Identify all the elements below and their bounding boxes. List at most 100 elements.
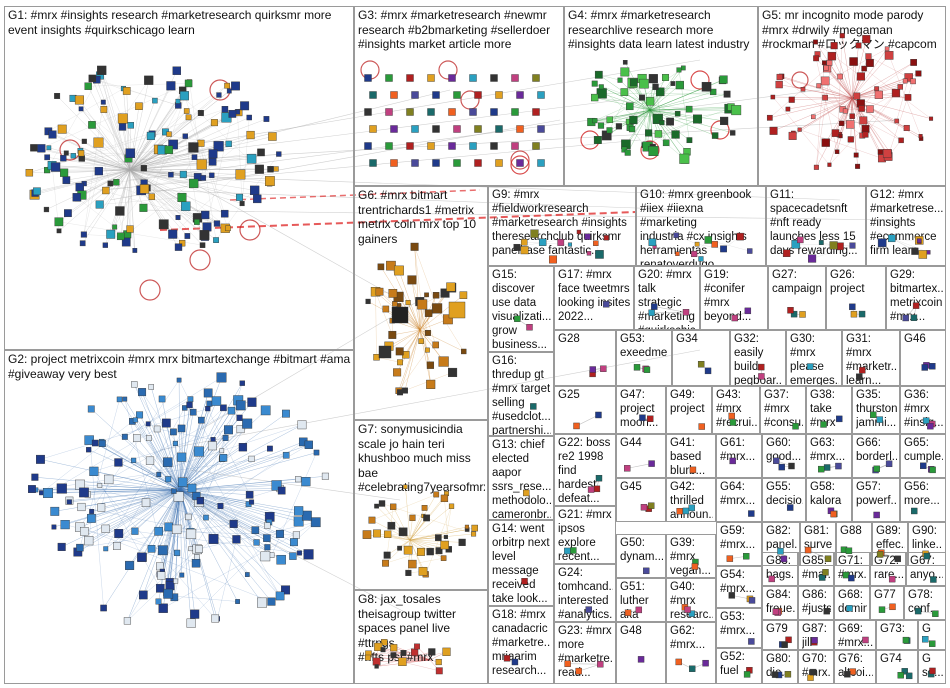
g4-node: [723, 90, 731, 98]
g9-node: [586, 251, 592, 256]
g5-node: [866, 105, 874, 113]
g1-node: [168, 139, 178, 150]
g1-node: [100, 106, 108, 113]
group-label-g53: G53: exeedme: [620, 333, 668, 359]
g7-node: [408, 559, 417, 569]
g5-edge: [825, 80, 853, 99]
group-label-g28: G28: [558, 333, 580, 345]
g1-edge: [186, 85, 228, 112]
g2-edge: [53, 489, 181, 528]
g1-node: [148, 193, 155, 200]
g2-node: [57, 542, 66, 551]
g4-node: [679, 153, 690, 164]
g5-node: [897, 84, 903, 90]
g9-node: [520, 246, 529, 255]
g5-edge: [863, 120, 902, 141]
g4-edge: [601, 86, 651, 111]
g4-self-loop: [640, 140, 660, 160]
small-group-node: [790, 310, 798, 318]
g2-node: [244, 572, 250, 577]
g4-node: [670, 81, 676, 86]
g1-node: [140, 165, 147, 172]
g2-node: [188, 546, 193, 552]
g2-edge: [159, 489, 181, 575]
g5-edge: [793, 97, 853, 134]
g2-edge: [83, 489, 181, 493]
g2-node: [104, 474, 114, 485]
g7-node: [409, 514, 416, 521]
g5-node: [884, 51, 894, 60]
g1-edge: [129, 111, 238, 171]
g5-edge: [851, 97, 932, 119]
g6-edge: [390, 265, 421, 331]
g2-edge: [132, 421, 181, 491]
g1-node: [121, 237, 131, 247]
g6-node: [388, 288, 398, 298]
g6-node: [377, 263, 385, 271]
g2-edge: [179, 489, 282, 491]
g2-edge: [79, 484, 256, 531]
g2-node: [207, 441, 217, 451]
small-group-node: [858, 310, 866, 318]
small-group-node: [799, 311, 806, 318]
g2-node: [193, 446, 204, 457]
group-cell-g23: G23: #mrx more #marketre... read...: [554, 622, 616, 684]
g1-edge: [129, 135, 152, 171]
g1-node: [164, 145, 174, 154]
g1-node: [166, 81, 176, 91]
g1-edge: [129, 90, 183, 171]
g5-self-loop: [791, 71, 809, 89]
g2-node: [113, 542, 121, 550]
g4-edge: [601, 93, 651, 111]
g5-edge: [826, 68, 853, 99]
g1-edge: [129, 152, 262, 171]
group-cell-g53: G53: exeedme: [616, 330, 672, 386]
group-label-g53b: G53: #mrx...: [720, 611, 756, 637]
small-group-node: [848, 574, 855, 582]
g6-node: [424, 309, 433, 317]
group-cell-g81: G81: surve...: [800, 522, 836, 566]
g2-node: [148, 384, 154, 390]
g2-node: [190, 609, 200, 619]
g2-node: [138, 590, 148, 600]
g2-node: [79, 487, 89, 498]
group-label-g32: G32: easily build pegboar...: [734, 333, 783, 386]
g3-node: [385, 142, 393, 150]
g1-node: [235, 169, 246, 180]
g2-node: [275, 591, 285, 601]
small-group-node: [585, 606, 592, 613]
g9-edge: [542, 236, 588, 243]
g6-node: [394, 265, 404, 276]
g1-edge: [83, 102, 104, 235]
g7-node: [378, 500, 386, 507]
group-cell-g35: G35: thurston jammi...: [852, 386, 900, 434]
g6-edge: [420, 295, 437, 342]
g2-node: [153, 425, 161, 433]
g2-edge: [163, 522, 316, 609]
g4-node: [666, 117, 674, 126]
g1-node: [202, 222, 212, 232]
g4-node: [686, 137, 693, 144]
g3-node: [490, 74, 498, 82]
g2-node: [138, 388, 147, 397]
g4-node: [606, 127, 613, 134]
g3-node: [406, 74, 414, 82]
g2-edge: [119, 399, 181, 491]
g3-node: [427, 108, 435, 116]
g2-edge: [179, 428, 241, 491]
g5-edge: [799, 97, 853, 130]
g1-node: [54, 217, 64, 227]
small-group-node: [697, 361, 705, 368]
g1-edge: [80, 108, 131, 171]
g2-edge: [198, 451, 281, 597]
g2-edge: [77, 489, 181, 553]
g4-node: [676, 67, 682, 73]
g2-edge: [127, 423, 248, 621]
g2-edge: [179, 489, 248, 575]
group-label-g6: G6: #mrx bitmart trentrichards1 #metrix …: [358, 188, 477, 246]
inter-group-edge: [149, 189, 691, 211]
g7-node: [423, 514, 430, 522]
g2-node: [171, 488, 177, 494]
inter-group-edge-highlight: [159, 211, 636, 231]
g2-node: [187, 483, 197, 493]
